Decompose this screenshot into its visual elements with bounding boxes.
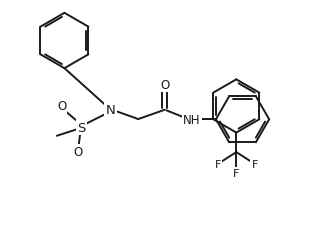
Text: O: O	[73, 145, 82, 158]
Text: F: F	[251, 160, 258, 170]
Text: N: N	[106, 104, 115, 117]
Text: NH: NH	[183, 113, 201, 126]
Text: O: O	[160, 78, 169, 91]
Text: S: S	[77, 121, 85, 134]
Text: O: O	[57, 100, 66, 113]
Text: F: F	[233, 169, 239, 179]
Text: F: F	[215, 160, 221, 170]
